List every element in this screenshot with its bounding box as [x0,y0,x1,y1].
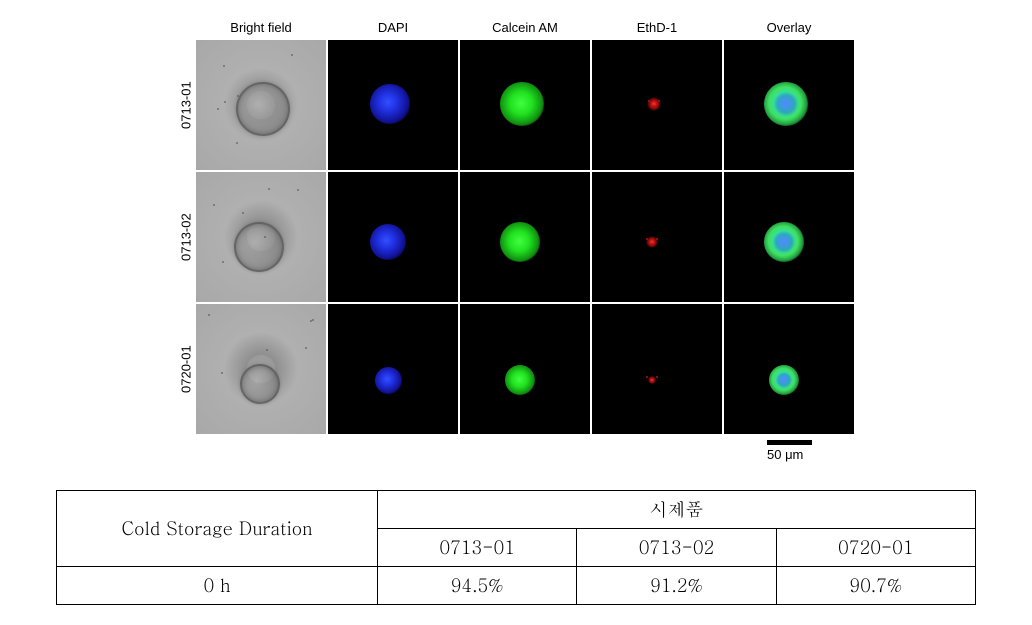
column-header: Bright field [196,20,326,40]
micrograph-panel [592,172,722,302]
column-headers: Bright fieldDAPICalcein AMEthD-1Overlay [196,20,856,40]
micrograph-panel [196,172,326,302]
micrograph-panel [460,172,590,302]
image-row [196,304,856,434]
table-group-header: 시제품 [378,491,976,529]
micrograph-panel [724,40,854,170]
row-label: 0713-01 [176,40,196,170]
table-cell: 91.2% [577,567,776,605]
image-row [196,172,856,302]
image-grid: Bright fieldDAPICalcein AMEthD-1Overlay [196,20,856,436]
column-header: EthD-1 [592,20,722,40]
image-row [196,40,856,170]
column-header: Overlay [724,20,854,40]
column-header: Calcein AM [460,20,590,40]
row-label: 0713-02 [176,172,196,302]
scalebar [767,440,812,445]
table-main-header: Cold Storage Duration [57,491,378,567]
table-row-label: 0 h [57,567,378,605]
table-cell: 94.5% [378,567,577,605]
table-subheader: 0713-01 [378,529,577,567]
column-header: DAPI [328,20,458,40]
image-grid-wrap: 0713-010713-020720-01 Bright fieldDAPICa… [176,20,856,436]
scalebar-wrap: 50 μm [767,440,812,462]
micrograph-panel [196,40,326,170]
micrograph-panel [724,304,854,434]
figure-container: 0713-010713-020720-01 Bright fieldDAPICa… [20,20,1012,605]
table-header-row: Cold Storage Duration 시제품 [57,491,976,529]
table-row: 0 h 94.5% 91.2% 90.7% [57,567,976,605]
micrograph-panel [328,40,458,170]
micrograph-panel [328,304,458,434]
micrograph-panel [592,304,722,434]
micrograph-panel [592,40,722,170]
table-subheader: 0720-01 [776,529,975,567]
micrograph-panel [328,172,458,302]
micrograph-panel [196,304,326,434]
table-cell: 90.7% [776,567,975,605]
micrograph-panel [460,304,590,434]
micrograph-panel [460,40,590,170]
row-label: 0720-01 [176,304,196,434]
table-subheader: 0713-02 [577,529,776,567]
row-labels: 0713-010713-020720-01 [176,40,196,436]
micrograph-panel [724,172,854,302]
grid-rows [196,40,856,436]
scalebar-label: 50 μm [767,447,812,462]
data-table: Cold Storage Duration 시제품 0713-01 0713-0… [56,490,976,605]
